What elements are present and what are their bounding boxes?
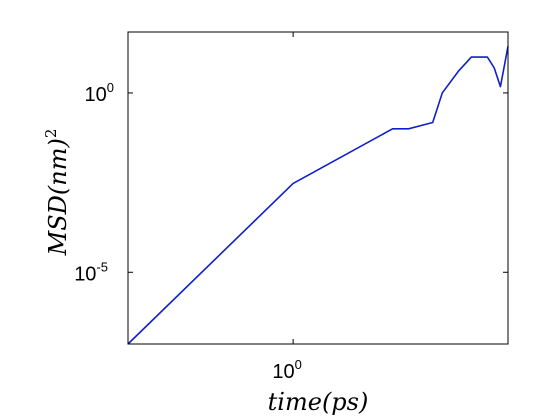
plot-area bbox=[127, 46, 509, 345]
x-axis-label: time(ps) bbox=[268, 388, 369, 416]
y-axis-label-group: MSD(nm)2 bbox=[42, 129, 72, 257]
series-line-1 bbox=[127, 46, 509, 345]
y-tick-label-0: 100 bbox=[85, 80, 114, 106]
axes-frame bbox=[127, 31, 509, 345]
x-tick-label-0: 100 bbox=[272, 357, 301, 383]
axis-ticks: 100 100 10-5 bbox=[74, 32, 508, 383]
y-axis-label: MSD(nm)2 bbox=[42, 129, 72, 257]
y-tick-label-1: 10-5 bbox=[74, 259, 108, 285]
